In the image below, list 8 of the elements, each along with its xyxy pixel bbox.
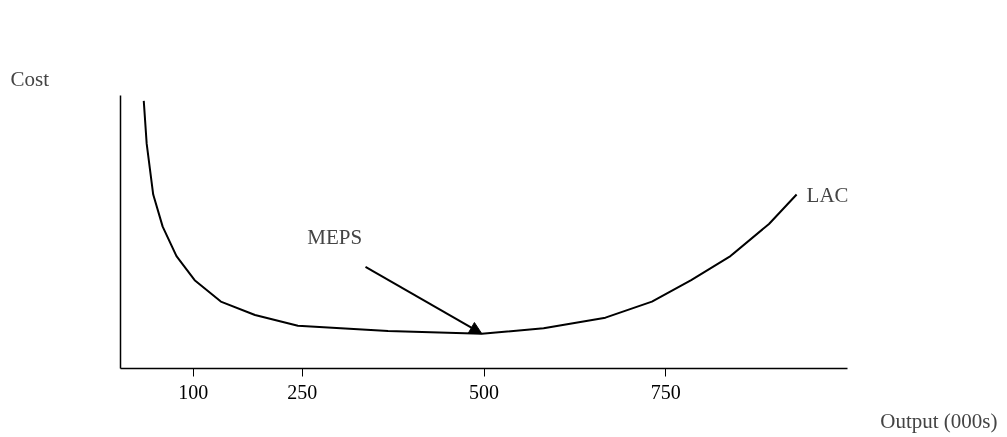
x-tick-label: 100 bbox=[178, 380, 209, 403]
x-tick-label: 250 bbox=[287, 380, 318, 403]
annotation: MEPS bbox=[307, 225, 363, 250]
x-tick-label: 750 bbox=[650, 380, 681, 403]
x-tick-label: 500 bbox=[469, 380, 499, 403]
y-axis-title: Cost bbox=[10, 66, 50, 91]
series-label: LAC bbox=[806, 182, 849, 207]
x-axis-title: Output (000s) bbox=[880, 408, 998, 433]
